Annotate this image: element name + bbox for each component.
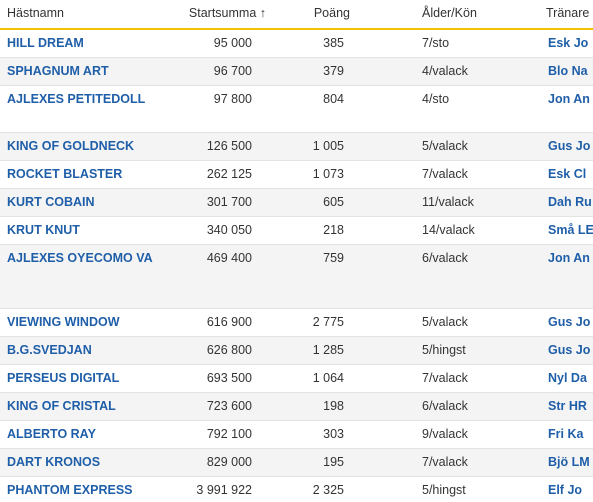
age-sex: 4/valack	[422, 64, 468, 78]
start-sum: 723 600	[206, 399, 252, 413]
trainer[interactable]: Elf Jo	[548, 483, 583, 497]
horse-name[interactable]: KRUT KNUT	[7, 223, 80, 237]
age-sex: 11/valack	[422, 195, 474, 209]
column-header[interactable]: Hästnamn	[7, 6, 64, 20]
trainer[interactable]: Str HR	[548, 399, 587, 413]
horse-name[interactable]: SPHAGNUM ART	[7, 64, 109, 78]
points: 218	[323, 223, 344, 237]
start-sum: 96 700	[213, 64, 252, 78]
table-row[interactable]: SPHAGNUM ART 96 700 379 4/valack Blo Na	[0, 58, 593, 86]
age-sex: 6/valack	[422, 251, 468, 265]
age-sex: 5/hingst	[422, 343, 466, 357]
points: 605	[323, 195, 344, 209]
start-sum: 792 100	[206, 427, 252, 441]
column-header[interactable]: Ålder/Kön	[422, 6, 477, 20]
table-row[interactable]: KING OF CRISTAL 723 600 198 6/valack Str HR	[0, 393, 593, 421]
points: 195	[323, 455, 344, 469]
age-sex: 7/valack	[422, 371, 468, 385]
age-sex: 4/sto	[422, 92, 450, 106]
trainer[interactable]: Blo Na	[548, 64, 588, 78]
column-header[interactable]: Tränare	[546, 6, 590, 20]
age-sex: 14/valack	[422, 223, 475, 237]
start-sum: 262 125	[206, 167, 252, 181]
points: 759	[323, 251, 344, 265]
trainer[interactable]: Små LE	[548, 223, 593, 237]
horse-name[interactable]: VIEWING WINDOW	[7, 315, 120, 329]
horse-name[interactable]: AJLEXES PETITEDOLL	[7, 92, 146, 106]
start-sum: 469 400	[206, 251, 252, 265]
trainer[interactable]: Fri Ka	[548, 427, 584, 441]
start-sum: 3 991 922	[196, 483, 252, 497]
start-sum: 626 800	[206, 343, 252, 357]
trainer[interactable]: Gus Jo	[548, 139, 591, 153]
points: 198	[323, 399, 344, 413]
points: 804	[323, 92, 344, 106]
column-header[interactable]: Startsumma ↑	[188, 6, 266, 20]
table-row[interactable]: DART KRONOS 829 000 195 7/valack Bjö LM	[0, 449, 593, 477]
age-sex: 5/valack	[422, 315, 468, 329]
start-sum: 301 700	[206, 195, 252, 209]
table-row[interactable]: PHANTOM EXPRESS 3 991 922 2 325 5/hingst Elf…	[0, 477, 593, 502]
trainer[interactable]: Gus Jo	[548, 343, 591, 357]
age-sex: 5/valack	[422, 139, 468, 153]
table-row[interactable]: KRUT KNUT 340 050 218 14/valack Små LE	[0, 217, 593, 245]
table-row[interactable]: AJLEXES PETITEDOLL 97 800 804 4/sto Jon An	[0, 86, 593, 133]
horse-name[interactable]: PHANTOM EXPRESS	[7, 483, 133, 497]
horse-name[interactable]: DART KRONOS	[7, 455, 101, 469]
horse-name[interactable]: HILL DREAM	[7, 36, 84, 50]
trainer[interactable]: Dah Ru	[548, 195, 592, 209]
horse-name[interactable]: AJLEXES OYECOMO VA	[7, 251, 153, 265]
age-sex: 5/hingst	[422, 483, 466, 497]
trainer[interactable]: Gus Jo	[548, 315, 591, 329]
points: 2 775	[312, 315, 344, 329]
header-row: Hästnamn Startsumma ↑ Poäng Ålder/Kön Tr…	[0, 0, 593, 30]
horse-name[interactable]: KURT COBAIN	[7, 195, 95, 209]
age-sex: 9/valack	[422, 427, 468, 441]
start-sum: 340 050	[206, 223, 252, 237]
table-row[interactable]: B.G.SVEDJAN 626 800 1 285 5/hingst Gus Jo	[0, 337, 593, 365]
points: 379	[323, 64, 344, 78]
table-row[interactable]: HILL DREAM 95 000 385 7/sto Esk Jo	[0, 30, 593, 58]
horse-name[interactable]: PERSEUS DIGITAL	[7, 371, 120, 385]
trainer[interactable]: Esk Cl	[548, 167, 587, 181]
table-row[interactable]: AJLEXES OYECOMO VA 469 400 759 6/valack Jon …	[0, 245, 593, 309]
points: 1 005	[312, 139, 344, 153]
column-header[interactable]: Poäng	[313, 6, 350, 20]
points: 1 285	[312, 343, 344, 357]
trainer[interactable]: Jon An	[548, 251, 590, 265]
points: 1 073	[312, 167, 344, 181]
start-sum: 693 500	[206, 371, 252, 385]
table-row[interactable]: ALBERTO RAY 792 100 303 9/valack Fri Ka	[0, 421, 593, 449]
trainer[interactable]: Jon An	[548, 92, 590, 106]
start-sum: 95 000	[213, 36, 252, 50]
trainer[interactable]: Nyl Da	[548, 371, 587, 385]
points: 385	[323, 36, 344, 50]
horse-name[interactable]: KING OF CRISTAL	[7, 399, 116, 413]
age-sex: 7/sto	[422, 36, 450, 50]
horse-name[interactable]: ROCKET BLASTER	[7, 167, 123, 181]
horse-name[interactable]: KING OF GOLDNECK	[7, 139, 135, 153]
age-sex: 6/valack	[422, 399, 468, 413]
points: 1 064	[312, 371, 344, 385]
trainer[interactable]: Bjö LM	[548, 455, 590, 469]
table-row[interactable]: KURT COBAIN 301 700 605 11/valack Dah Ru	[0, 189, 593, 217]
horse-name[interactable]: B.G.SVEDJAN	[7, 343, 92, 357]
start-sum: 829 000	[206, 455, 252, 469]
table-row[interactable]: PERSEUS DIGITAL 693 500 1 064 7/valack Nyl D…	[0, 365, 593, 393]
age-sex: 7/valack	[422, 167, 468, 181]
table-row[interactable]: KING OF GOLDNECK 126 500 1 005 5/valack Gus …	[0, 133, 593, 161]
points: 2 325	[312, 483, 344, 497]
trainer[interactable]: Esk Jo	[548, 36, 589, 50]
start-sum: 126 500	[206, 139, 252, 153]
table-row[interactable]: VIEWING WINDOW 616 900 2 775 5/valack Gus Jo	[0, 309, 593, 337]
table-row[interactable]: ROCKET BLASTER 262 125 1 073 7/valack Esk Cl	[0, 161, 593, 189]
points: 303	[323, 427, 344, 441]
horse-name[interactable]: ALBERTO RAY	[7, 427, 96, 441]
start-sum: 616 900	[206, 315, 252, 329]
start-sum: 97 800	[213, 92, 252, 106]
age-sex: 7/valack	[422, 455, 468, 469]
